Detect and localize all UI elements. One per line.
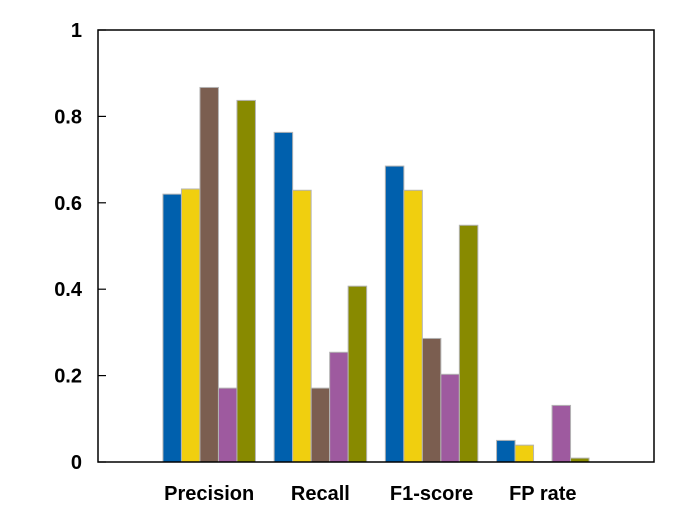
bar-precision-series-3 — [199, 86, 219, 463]
bar-recall-series-1 — [273, 131, 294, 463]
y-tick-label: 1 — [71, 20, 82, 42]
x-axis: Precision Recall F1-score FP rate — [164, 483, 576, 505]
bar-precision-series-2 — [180, 188, 201, 463]
plot-frame — [97, 29, 655, 463]
bar-f1-score-series-3 — [421, 337, 442, 463]
bar-precision-series-1 — [162, 193, 182, 463]
bar-recall-series-3 — [310, 387, 331, 463]
bar-precision-series-5 — [236, 99, 256, 463]
bar-precision-series-4 — [217, 387, 238, 463]
y-tick-label: 0.8 — [54, 106, 82, 128]
y-tick-label: 0.6 — [54, 193, 82, 215]
y-tick-label: 0.4 — [54, 279, 83, 301]
x-tick-label: F1-score — [390, 483, 473, 505]
bar-f1-score-series-2 — [403, 189, 423, 463]
bar-fp-rate-series-4 — [551, 404, 572, 463]
bar-recall-series-4 — [329, 351, 349, 463]
y-axis: 0 0.2 0.4 0.6 0.8 1 — [54, 20, 106, 474]
x-tick-label: Recall — [291, 483, 350, 505]
y-tick-label: 0.2 — [54, 366, 82, 388]
bar-f1-score-series-5 — [458, 224, 479, 463]
bar-f1-score-series-1 — [384, 165, 405, 463]
bar-recall-series-2 — [292, 189, 312, 463]
bars-layer — [162, 86, 590, 463]
bar-recall-series-5 — [347, 285, 368, 463]
bar-fp-rate-series-1 — [496, 439, 516, 463]
x-tick-label: FP rate — [509, 483, 576, 505]
bar-f1-score-series-4 — [440, 373, 460, 463]
bar-fp-rate-series-2 — [514, 444, 535, 463]
x-tick-label: Precision — [164, 483, 254, 505]
y-tick-label: 0 — [71, 452, 82, 474]
